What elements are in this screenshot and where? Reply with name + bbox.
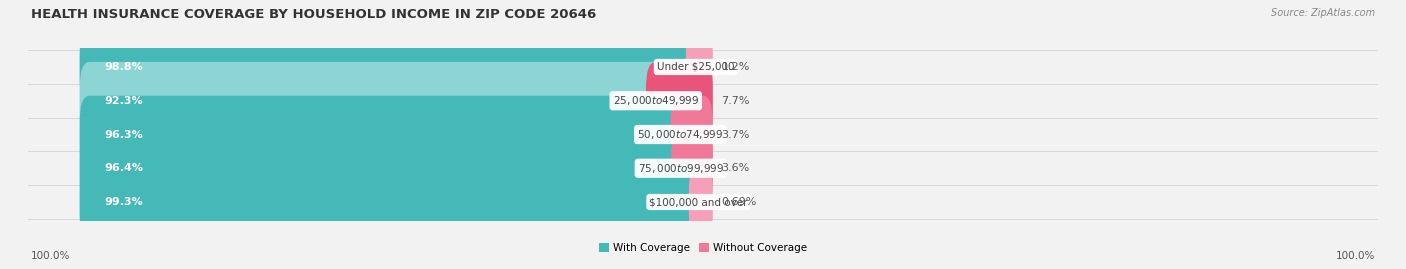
- FancyBboxPatch shape: [671, 129, 713, 207]
- FancyBboxPatch shape: [80, 96, 713, 173]
- Text: HEALTH INSURANCE COVERAGE BY HOUSEHOLD INCOME IN ZIP CODE 20646: HEALTH INSURANCE COVERAGE BY HOUSEHOLD I…: [31, 8, 596, 21]
- Text: 1.2%: 1.2%: [721, 62, 749, 72]
- FancyBboxPatch shape: [645, 62, 713, 140]
- Text: 3.7%: 3.7%: [721, 129, 749, 140]
- Text: 98.8%: 98.8%: [104, 62, 143, 72]
- FancyBboxPatch shape: [671, 96, 713, 173]
- FancyBboxPatch shape: [80, 163, 713, 241]
- Text: $50,000 to $74,999: $50,000 to $74,999: [637, 128, 724, 141]
- Text: 3.6%: 3.6%: [721, 163, 749, 173]
- Text: Under $25,000: Under $25,000: [657, 62, 734, 72]
- Text: 7.7%: 7.7%: [721, 96, 749, 106]
- FancyBboxPatch shape: [80, 129, 713, 207]
- FancyBboxPatch shape: [80, 129, 690, 207]
- Text: $75,000 to $99,999: $75,000 to $99,999: [638, 162, 724, 175]
- Text: $100,000 and over: $100,000 and over: [650, 197, 748, 207]
- Text: 0.69%: 0.69%: [721, 197, 756, 207]
- Text: 96.4%: 96.4%: [104, 163, 143, 173]
- Text: 100.0%: 100.0%: [1336, 251, 1375, 261]
- Text: 100.0%: 100.0%: [31, 251, 70, 261]
- Text: Source: ZipAtlas.com: Source: ZipAtlas.com: [1271, 8, 1375, 18]
- FancyBboxPatch shape: [80, 62, 713, 140]
- Text: $25,000 to $49,999: $25,000 to $49,999: [613, 94, 699, 107]
- Text: 99.3%: 99.3%: [104, 197, 143, 207]
- FancyBboxPatch shape: [80, 28, 713, 106]
- FancyBboxPatch shape: [689, 163, 713, 241]
- FancyBboxPatch shape: [80, 62, 665, 140]
- FancyBboxPatch shape: [80, 28, 706, 106]
- Text: 92.3%: 92.3%: [104, 96, 143, 106]
- Text: 96.3%: 96.3%: [104, 129, 143, 140]
- FancyBboxPatch shape: [80, 163, 709, 241]
- FancyBboxPatch shape: [80, 96, 690, 173]
- FancyBboxPatch shape: [686, 28, 713, 106]
- Legend: With Coverage, Without Coverage: With Coverage, Without Coverage: [599, 243, 807, 253]
